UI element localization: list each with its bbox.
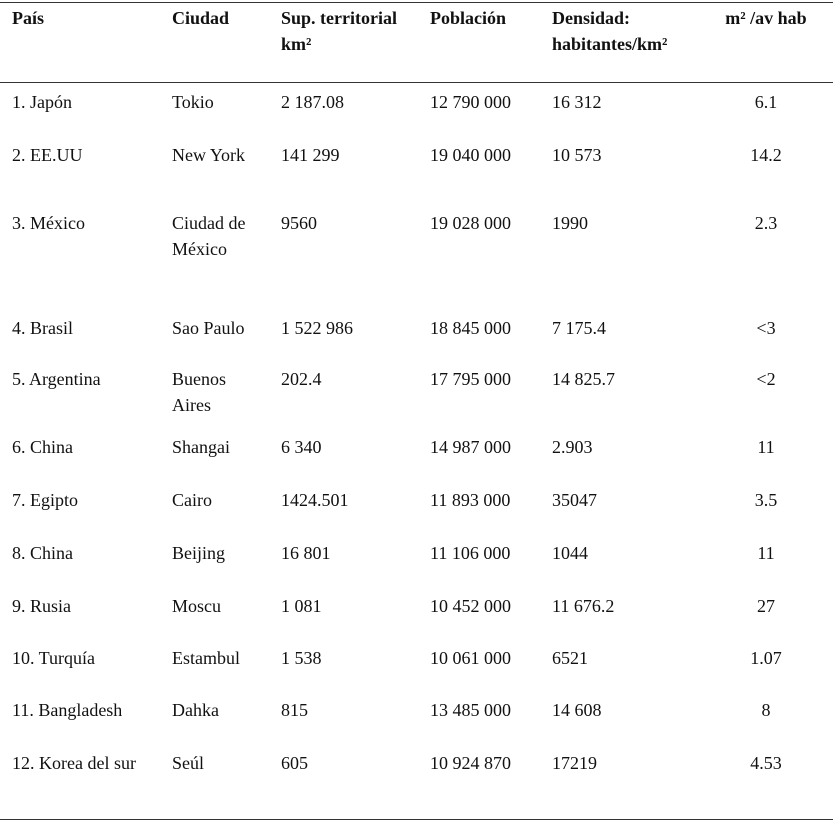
table-row: 10. Turquía Estambul 1 538 10 061 000 6521 1.… <box>0 639 833 691</box>
column-header: Densidad: habitantes/km² <box>540 2 703 83</box>
table-cell: 6.1 <box>754 92 778 112</box>
table-cell: 11 893 000 <box>430 490 511 510</box>
table-cell: 1990 <box>552 213 588 233</box>
table-cell: 6521 <box>552 648 588 668</box>
table-cell: Sao Paulo <box>172 318 245 338</box>
table-cell: Shangai <box>172 437 230 457</box>
table-row: 5. Argentina Buenos Aires 202.4 17 795 000 1… <box>0 360 833 428</box>
table-cell: 18 845 000 <box>430 318 511 338</box>
table-cell: 16 801 <box>281 543 331 563</box>
table-cell: 4.53 <box>750 753 782 773</box>
table-cell: 202.4 <box>281 369 322 389</box>
table-cell: 11 676.2 <box>552 596 615 616</box>
table-cell: 3.5 <box>754 490 778 510</box>
table-cell: 6. China <box>12 437 73 457</box>
table-row: 1. Japón Tokio 2 187.08 12 790 000 16 312 6.1 <box>0 83 833 137</box>
table-cell: 11. Bangladesh <box>12 700 123 720</box>
table-body: 1. Japón Tokio 2 187.08 12 790 000 16 312 6.1… <box>0 83 833 820</box>
table-cell: 2. EE.UU <box>12 145 83 165</box>
table-cell: 11 <box>757 437 775 457</box>
table-cell: Moscu <box>172 596 221 616</box>
table-row: 11. Bangladesh Dahka 815 13 485 000 14 608 8 <box>0 691 833 744</box>
table-cell: 35047 <box>552 490 597 510</box>
table-row: 2. EE.UU New York 141 299 19 040 000 10 573 1… <box>0 136 833 204</box>
table-cell: 1424.501 <box>281 490 349 510</box>
table-row: 4. Brasil Sao Paulo 1 522 986 18 845 000 7 1… <box>0 309 833 360</box>
table-cell: 13 485 000 <box>430 700 511 720</box>
table-row: 6. China Shangai 6 340 14 987 000 2.903 11 <box>0 428 833 481</box>
table-cell: 14 608 <box>552 700 602 720</box>
table-cell: 14.2 <box>750 145 782 165</box>
table-cell: 3. México <box>12 213 85 233</box>
table-cell: 1 522 986 <box>281 318 353 338</box>
table-cell: Beijing <box>172 543 225 563</box>
table-row: 12. Korea del sur Seúl 605 10 924 870 17219 4… <box>0 744 833 820</box>
table-cell: 7 175.4 <box>552 318 606 338</box>
table-cell: 8. China <box>12 543 73 563</box>
table-cell: 9. Rusia <box>12 596 72 616</box>
table-cell: 1.07 <box>750 648 782 668</box>
table-cell: 11 106 000 <box>430 543 511 563</box>
table-cell: 10 061 000 <box>430 648 511 668</box>
table-cell: 10 452 000 <box>430 596 511 616</box>
table-cell: Ciudad de México <box>172 213 246 259</box>
table-cell: 27 <box>757 596 775 616</box>
table-cell: 1 081 <box>281 596 322 616</box>
table-cell: 17 795 000 <box>430 369 511 389</box>
table-cell: Estambul <box>172 648 240 668</box>
table-cell: 17219 <box>552 753 597 773</box>
table-cell: 12 790 000 <box>430 92 511 112</box>
table-cell: Seúl <box>172 753 205 773</box>
table-cell: 10. Turquía <box>12 648 96 668</box>
table-cell: 10 924 870 <box>430 753 511 773</box>
table-cell: Cairo <box>172 490 212 510</box>
table-cell: 1 538 <box>281 648 322 668</box>
table-cell: 11 <box>757 543 775 563</box>
table-cell: Buenos Aires <box>172 369 226 415</box>
table-cell: Dahka <box>172 700 219 720</box>
table-cell: <2 <box>756 369 776 389</box>
table-cell: 1044 <box>552 543 588 563</box>
table-cell: 9560 <box>281 213 317 233</box>
table-cell: 5. Argentina <box>12 369 101 389</box>
table-row: 3. México Ciudad de México 9560 19 028 000 1… <box>0 204 833 309</box>
table-cell: 10 573 <box>552 145 602 165</box>
column-header: Ciudad <box>160 2 269 83</box>
table-cell: 2.3 <box>754 213 778 233</box>
table-cell: 16 312 <box>552 92 602 112</box>
table-cell: 2 187.08 <box>281 92 344 112</box>
table-cell: 14 825.7 <box>552 369 615 389</box>
header-row: País Ciudad Sup. territorial km² Población D… <box>0 2 833 83</box>
table-cell: 19 040 000 <box>430 145 511 165</box>
table-cell: 8 <box>761 700 771 720</box>
table-cell: Tokio <box>172 92 214 112</box>
column-header: m² /av hab <box>703 2 833 83</box>
table-cell: 605 <box>281 753 308 773</box>
table-cell: 4. Brasil <box>12 318 73 338</box>
table-cell: 1. Japón <box>12 92 72 112</box>
column-header: Población <box>418 2 540 83</box>
table-row: 7. Egipto Cairo 1424.501 11 893 000 35047 3.5 <box>0 481 833 534</box>
column-header: Sup. territorial km² <box>269 2 418 83</box>
table-row: 8. China Beijing 16 801 11 106 000 1044 11 <box>0 534 833 587</box>
table-cell: New York <box>172 145 246 165</box>
table-cell: 19 028 000 <box>430 213 511 233</box>
table-cell: 6 340 <box>281 437 322 457</box>
table-cell: 141 299 <box>281 145 340 165</box>
table-row: 9. Rusia Moscu 1 081 10 452 000 11 676.2 27 <box>0 587 833 639</box>
table-cell: 14 987 000 <box>430 437 511 457</box>
table-cell: 2.903 <box>552 437 593 457</box>
table-cell: 7. Egipto <box>12 490 78 510</box>
column-header: País <box>0 2 160 83</box>
table-cell: <3 <box>756 318 776 338</box>
table-cell: 815 <box>281 700 308 720</box>
table-cell: 12. Korea del sur <box>12 753 136 773</box>
